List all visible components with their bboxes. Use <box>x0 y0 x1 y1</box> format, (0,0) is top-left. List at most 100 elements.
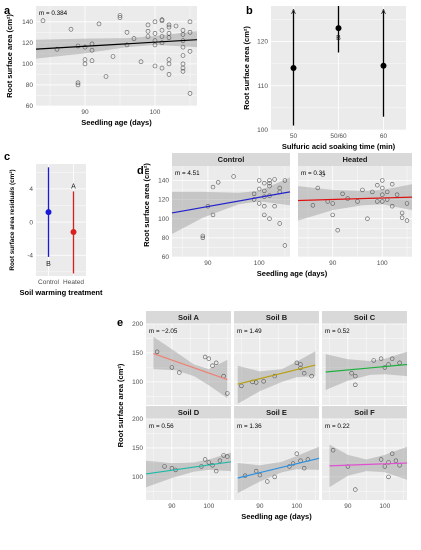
x-tick-label: 100 <box>150 109 161 116</box>
data-point <box>267 183 272 189</box>
facet-soil-d: Soil D m = 0.56 100 150 200 90 100 <box>132 406 232 510</box>
data-point <box>152 42 158 48</box>
data-point <box>390 182 395 187</box>
data-point <box>200 235 206 241</box>
data-point <box>152 19 158 25</box>
data-point <box>75 82 81 88</box>
x-axis-label: Seedling age (days) <box>241 512 312 521</box>
y-tick-label: 120 <box>257 39 268 46</box>
x-tick-label: 90 <box>168 503 176 510</box>
facet-strip <box>234 311 319 324</box>
data-point <box>68 26 74 32</box>
data-point <box>394 192 400 197</box>
facet-control: Control m = 4.51 60 80 100 120 140 90 100 <box>158 153 291 267</box>
y-tick-label: -4 <box>27 252 33 259</box>
x-axis-label: Soil warming treatment <box>20 288 103 297</box>
data-point <box>310 203 316 208</box>
plot-background <box>298 166 412 257</box>
data-point <box>257 186 262 192</box>
data-point <box>262 204 267 209</box>
facet-soil-f: Soil F m = 0.22 90 100 <box>322 406 408 510</box>
panel-label-b: b <box>246 5 253 17</box>
data-point <box>390 451 395 456</box>
facet-soil-e: Soil E m = 1.36 90 100 <box>234 406 320 510</box>
facet-strip <box>322 406 407 419</box>
x-axis-label: Seedling age (days) <box>257 269 328 278</box>
data-point <box>82 61 88 67</box>
data-point <box>173 23 179 29</box>
data-point <box>89 47 95 53</box>
data-point <box>330 212 335 218</box>
significance-letter: A <box>291 9 296 16</box>
data-point <box>399 215 405 220</box>
data-point <box>393 458 399 463</box>
data-point <box>145 34 151 39</box>
confidence-band <box>172 177 290 234</box>
data-point <box>371 358 376 363</box>
data-point <box>399 210 405 216</box>
x-tick-label: 100 <box>203 503 214 510</box>
data-point <box>277 185 282 191</box>
y-tick-label: 140 <box>22 19 33 26</box>
x-tick-label: 50 <box>290 133 298 140</box>
data-point <box>152 31 158 36</box>
data-point <box>187 19 193 25</box>
x-tick-label: 100 <box>377 260 388 267</box>
data-point <box>166 22 172 28</box>
data-point <box>110 54 116 59</box>
slope-annotation: m = 0.52 <box>325 328 350 335</box>
regression-line <box>329 462 408 467</box>
slope-annotation: m = 1.36 <box>237 423 262 430</box>
regression-line <box>153 352 228 381</box>
confidence-band <box>153 336 228 399</box>
data-point <box>180 44 186 50</box>
confidence-band <box>237 446 319 494</box>
data-point <box>124 29 130 35</box>
mean-point <box>380 62 387 69</box>
data-point <box>145 22 151 28</box>
plot-background <box>146 419 231 500</box>
data-point <box>214 468 219 474</box>
data-point <box>330 448 336 453</box>
data-point <box>386 474 391 480</box>
regression-line <box>35 39 198 50</box>
y-tick-label: 110 <box>258 83 269 90</box>
data-point <box>349 371 354 376</box>
data-point <box>380 199 385 204</box>
data-point <box>217 458 223 463</box>
data-point <box>202 457 208 462</box>
x-tick-label: 90 <box>204 260 212 267</box>
data-point <box>294 451 299 456</box>
y-axis-label: Root surface area (cm²) <box>116 363 125 447</box>
y-tick-label: 120 <box>22 40 33 47</box>
y-axis-label: Root surface area (cm²) <box>142 163 151 247</box>
data-point <box>159 65 165 71</box>
plot-background <box>322 324 407 405</box>
facet-title: Soil A <box>178 313 200 322</box>
mean-point <box>335 25 342 32</box>
data-point <box>159 18 165 24</box>
confidence-band <box>325 351 407 390</box>
data-point <box>216 180 221 185</box>
data-point <box>117 15 123 20</box>
y-tick-label: 4 <box>29 186 33 193</box>
data-point <box>89 58 95 64</box>
data-point <box>378 457 384 462</box>
panel-label-d: d <box>137 165 144 177</box>
slope-annotation: m = 0.56 <box>149 423 174 430</box>
data-point <box>404 218 410 223</box>
plot-background <box>234 419 319 500</box>
data-point <box>54 46 60 52</box>
x-tick-label: Heated <box>63 279 84 286</box>
data-point <box>169 365 175 370</box>
data-point <box>375 183 380 188</box>
regression-line <box>237 364 316 385</box>
data-point <box>353 382 358 387</box>
data-point <box>365 216 370 221</box>
data-point <box>159 34 165 39</box>
data-point <box>282 178 288 183</box>
data-point <box>145 28 151 34</box>
data-point <box>162 464 167 469</box>
data-point <box>152 63 158 69</box>
panel-d: Control m = 4.51 60 80 100 120 140 90 100 Heated m… <box>142 153 413 278</box>
